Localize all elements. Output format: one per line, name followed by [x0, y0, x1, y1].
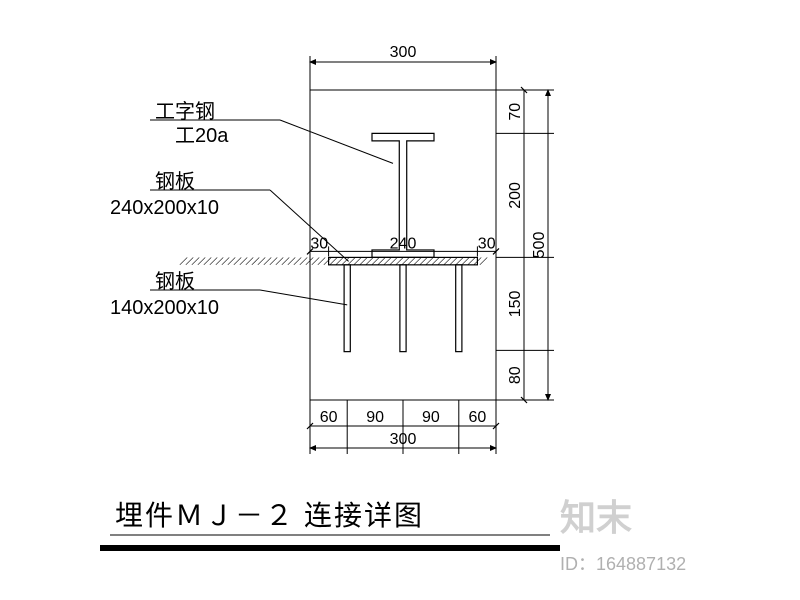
- label-ibeam: 工字钢 工20a: [150, 100, 393, 163]
- svg-text:30: 30: [478, 235, 496, 252]
- dim-bottom: 60 90 90 60 300: [310, 400, 496, 454]
- steel-plate-240: [180, 257, 487, 264]
- svg-text:60: 60: [320, 409, 338, 426]
- svg-text:150: 150: [507, 290, 524, 317]
- image-id: ID：164887132: [560, 554, 686, 574]
- label-ibeam-line2: 工20a: [175, 125, 229, 147]
- svg-text:90: 90: [366, 409, 384, 426]
- drawing-container: { "title": "埋件ＭＪ－２ 连接详图", "watermark": "…: [0, 0, 800, 600]
- svg-text:60: 60: [469, 409, 487, 426]
- svg-text:80: 80: [507, 366, 524, 384]
- label-plate1-line1: 钢板: [155, 170, 195, 193]
- label-plate2-line2: 140x200x10: [110, 297, 219, 319]
- svg-text:240: 240: [390, 235, 417, 252]
- dim-top-label: 300: [390, 44, 417, 61]
- label-plate2-line1: 钢板: [155, 270, 195, 293]
- dim-inner-horizontal: 30 240 30: [310, 235, 496, 256]
- label-ibeam-line1: 工字钢: [155, 100, 215, 123]
- svg-text:30: 30: [310, 235, 328, 252]
- dim-right: 70 200 150 80 500: [496, 90, 554, 400]
- steel-plate-140-ribs: [344, 265, 462, 352]
- label-plate-140: 钢板 140x200x10: [110, 270, 347, 319]
- svg-text:300: 300: [390, 431, 417, 448]
- svg-text:70: 70: [507, 103, 524, 121]
- watermark-text: 知末: [560, 497, 632, 538]
- svg-text:90: 90: [422, 409, 440, 426]
- svg-text:200: 200: [507, 182, 524, 209]
- dim-top: 300: [310, 44, 496, 90]
- svg-text:500: 500: [531, 232, 548, 259]
- drawing-title: 埋件ＭＪ－２ 连接详图: [115, 500, 424, 532]
- label-plate1-line2: 240x200x10: [110, 197, 219, 219]
- diagram-svg: 300 30 240 30 60 90 90 60 300 70 200 150…: [0, 0, 800, 600]
